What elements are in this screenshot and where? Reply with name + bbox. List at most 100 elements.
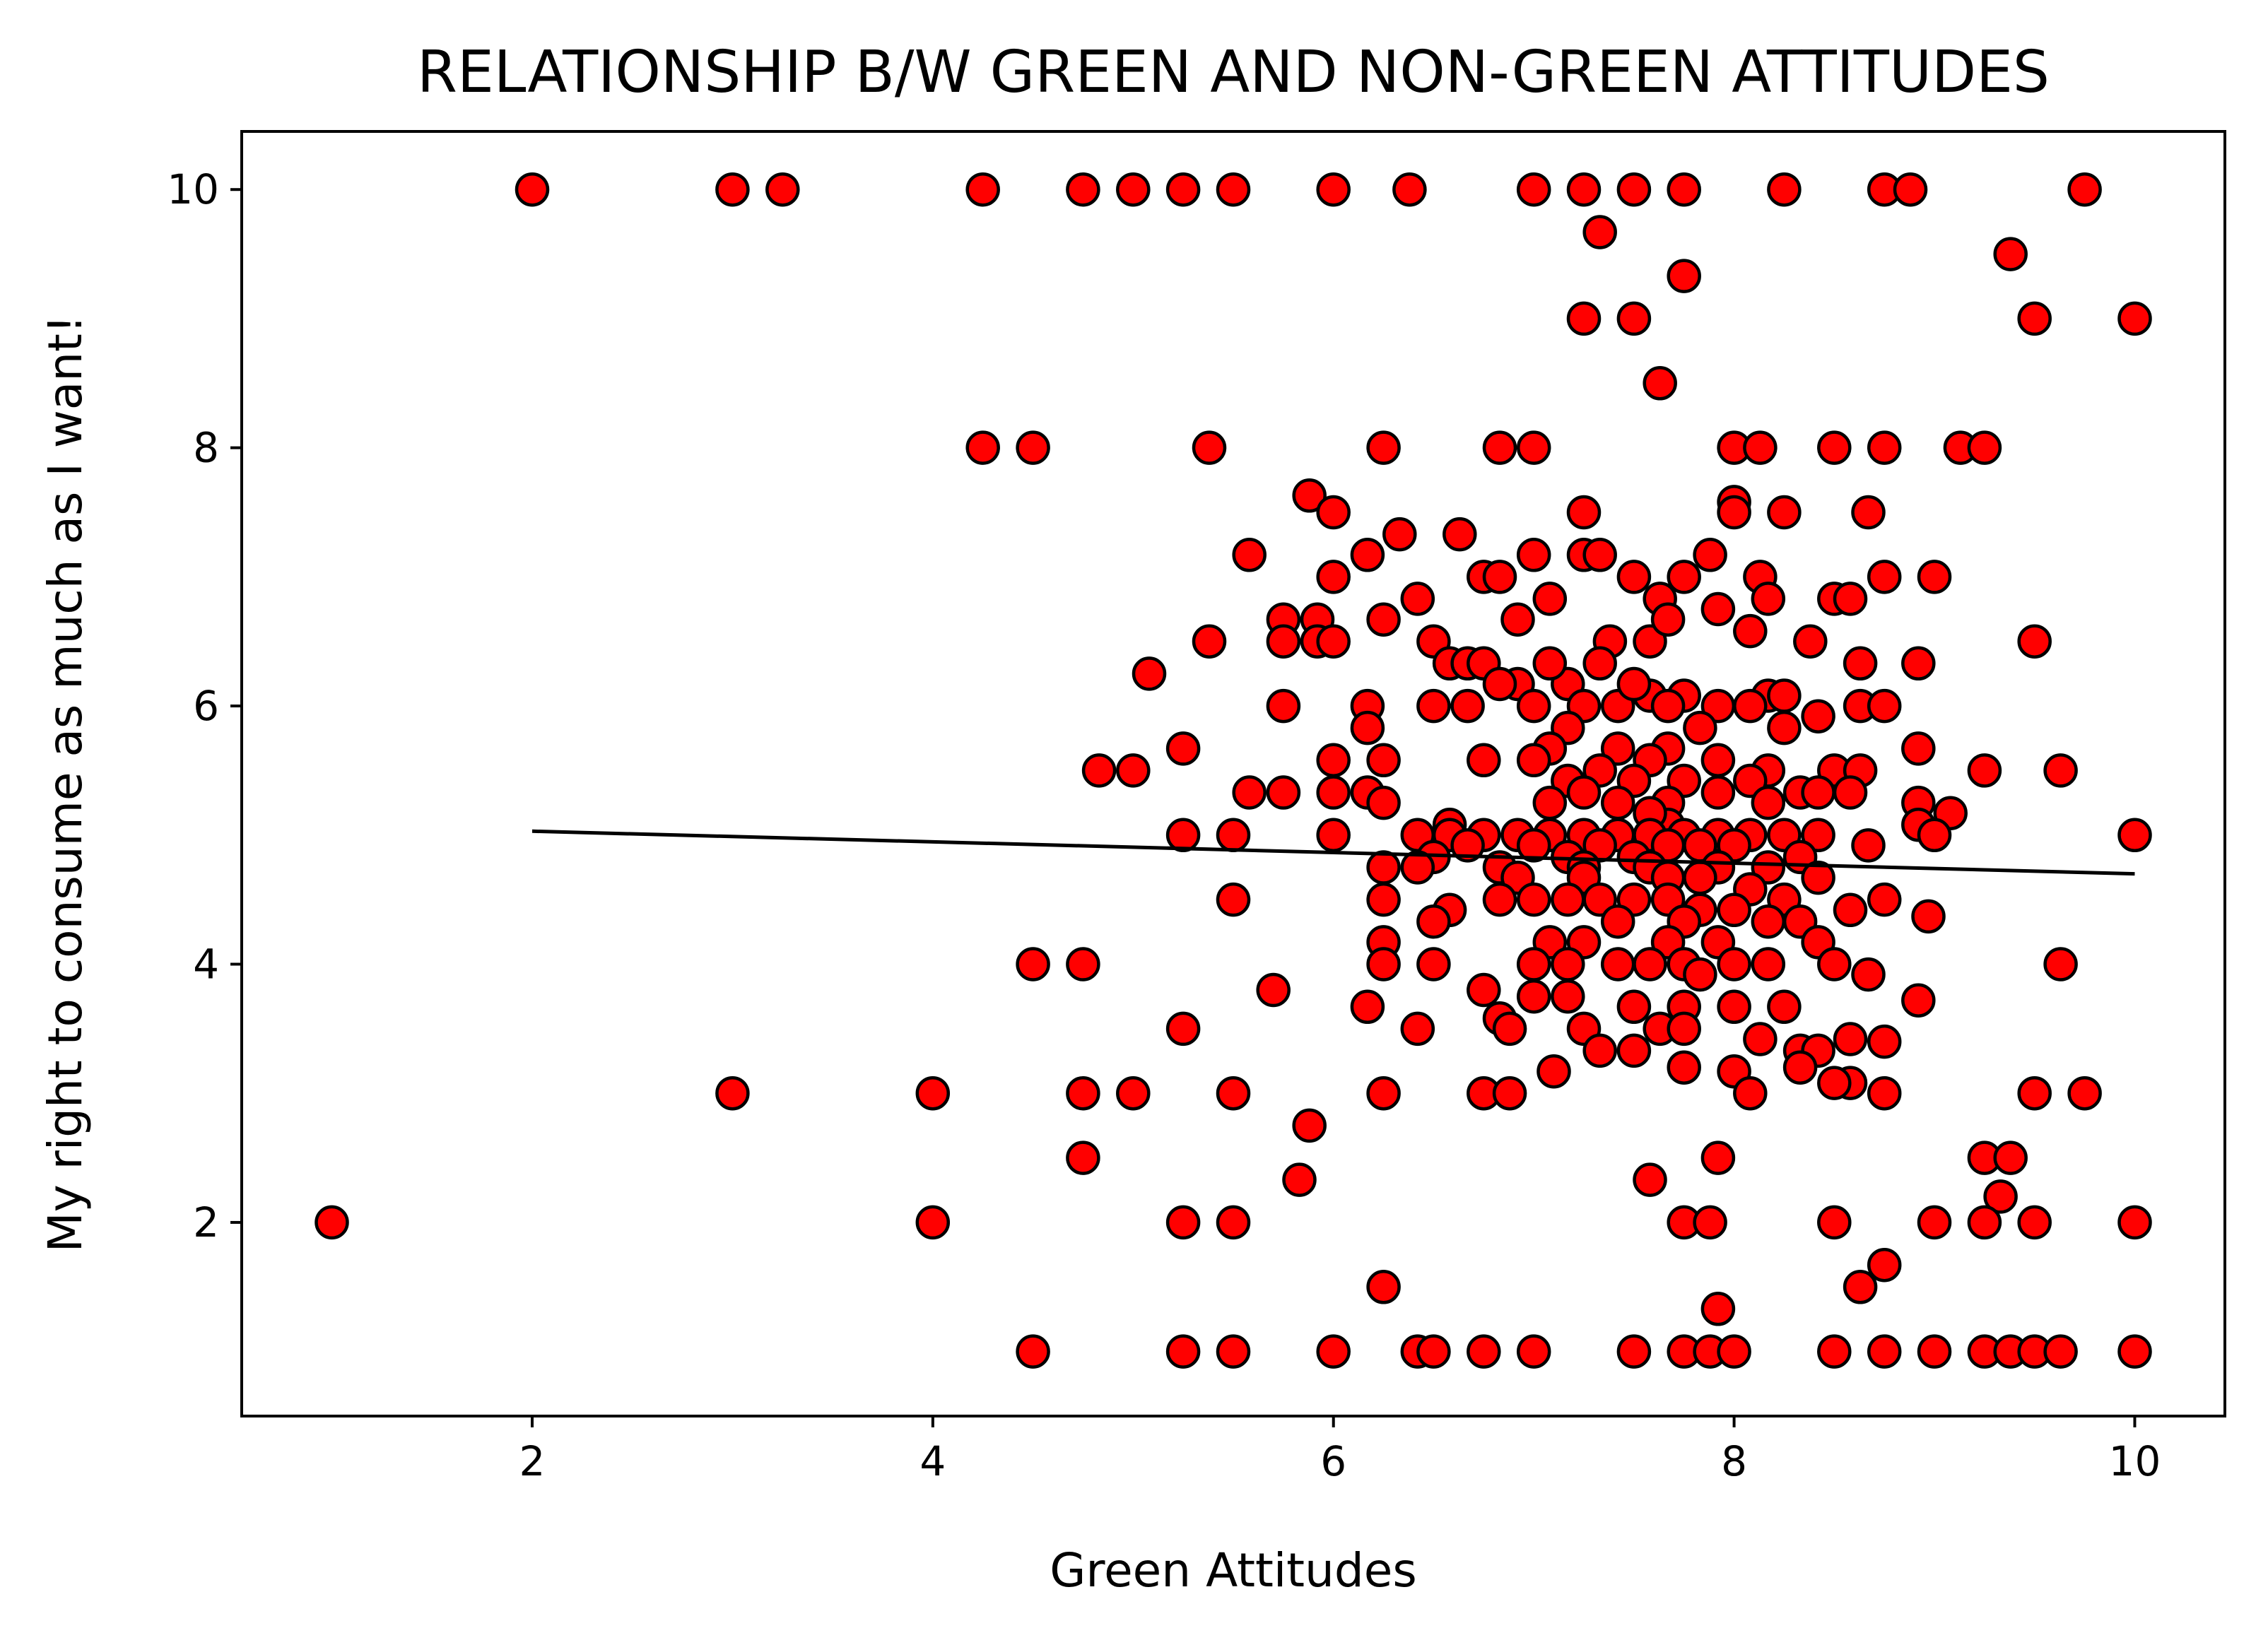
x-tick-label: 2 bbox=[519, 1437, 546, 1485]
data-point bbox=[1350, 538, 1385, 572]
data-point bbox=[1600, 785, 1635, 820]
data-point bbox=[1192, 430, 1227, 465]
data-point bbox=[1667, 259, 1701, 293]
data-point bbox=[1416, 688, 1451, 724]
data-point bbox=[1700, 591, 1736, 627]
data-point bbox=[1492, 1075, 1527, 1111]
data-point bbox=[1532, 646, 1568, 681]
data-point bbox=[1316, 775, 1351, 810]
data-point bbox=[1165, 1011, 1201, 1047]
data-point bbox=[1867, 688, 1902, 724]
data-point bbox=[1767, 678, 1802, 713]
data-point bbox=[1516, 172, 1551, 207]
data-point bbox=[1500, 602, 1535, 637]
data-point bbox=[765, 172, 800, 207]
data-point bbox=[1165, 1205, 1201, 1240]
data-point bbox=[1801, 699, 1835, 733]
data-point bbox=[1717, 892, 1751, 928]
data-point bbox=[915, 1205, 951, 1240]
data-points bbox=[315, 172, 2152, 1369]
data-point bbox=[1350, 710, 1385, 745]
data-point bbox=[1801, 818, 1835, 853]
data-point bbox=[1400, 850, 1435, 885]
data-point bbox=[1316, 495, 1351, 530]
data-point bbox=[1582, 1033, 1617, 1068]
data-point bbox=[1016, 1334, 1050, 1369]
data-point bbox=[1266, 688, 1301, 724]
data-point bbox=[965, 172, 1000, 207]
data-point bbox=[1467, 743, 1501, 778]
data-point bbox=[1851, 495, 1886, 530]
data-point bbox=[1616, 1334, 1652, 1369]
data-point bbox=[1400, 1011, 1435, 1047]
data-point bbox=[1650, 602, 1686, 637]
data-point bbox=[1616, 666, 1652, 702]
data-point bbox=[1867, 1247, 1902, 1283]
data-point bbox=[1867, 560, 1902, 594]
data-point bbox=[1467, 972, 1501, 1008]
data-point bbox=[1316, 818, 1351, 853]
data-point bbox=[1683, 957, 1717, 992]
data-point bbox=[1551, 947, 1585, 981]
data-point bbox=[1993, 237, 2028, 271]
data-point bbox=[1717, 947, 1751, 981]
data-point bbox=[1216, 1205, 1251, 1240]
data-point bbox=[1833, 582, 1868, 616]
data-point bbox=[1817, 1205, 1852, 1240]
data-point bbox=[2117, 1334, 2152, 1369]
data-point bbox=[1867, 1024, 1902, 1059]
data-point bbox=[1867, 430, 1902, 465]
data-point bbox=[1016, 947, 1050, 981]
trend-line bbox=[531, 829, 2135, 876]
data-point bbox=[2067, 1075, 2102, 1111]
x-tick-label: 10 bbox=[2109, 1437, 2161, 1485]
data-point bbox=[1633, 1162, 1667, 1197]
data-point bbox=[1843, 1270, 1878, 1304]
data-point bbox=[1366, 1075, 1401, 1111]
data-point bbox=[1600, 947, 1635, 981]
data-point bbox=[1316, 743, 1351, 778]
data-point bbox=[1165, 172, 1201, 207]
x-tick-label: 4 bbox=[919, 1437, 946, 1485]
data-point bbox=[1893, 172, 1928, 207]
data-point bbox=[1467, 1334, 1501, 1369]
data-point bbox=[1867, 882, 1902, 917]
data-point bbox=[1600, 904, 1635, 939]
data-point bbox=[1683, 710, 1717, 745]
data-point bbox=[515, 172, 550, 207]
data-point bbox=[1700, 743, 1736, 778]
data-point bbox=[2017, 1205, 2052, 1240]
data-point bbox=[1282, 1162, 1317, 1197]
data-point bbox=[1717, 1334, 1751, 1369]
data-point bbox=[1633, 947, 1667, 981]
y-tick-label: 10 bbox=[167, 165, 219, 213]
data-point bbox=[1316, 172, 1351, 207]
data-point bbox=[1392, 172, 1427, 207]
data-point bbox=[1967, 1205, 2002, 1240]
data-point bbox=[1700, 1292, 1736, 1326]
y-tick-label: 4 bbox=[193, 941, 219, 989]
data-point bbox=[1266, 775, 1301, 810]
data-point bbox=[1600, 731, 1635, 766]
data-point bbox=[965, 430, 1000, 465]
data-point bbox=[1917, 1334, 1952, 1369]
data-point bbox=[1366, 882, 1401, 917]
data-point bbox=[1256, 972, 1291, 1008]
data-point bbox=[1616, 172, 1652, 207]
data-point bbox=[1516, 688, 1551, 724]
data-point bbox=[1492, 1011, 1527, 1047]
data-point bbox=[1450, 828, 1485, 863]
data-point bbox=[1016, 430, 1050, 465]
data-point bbox=[1551, 979, 1585, 1014]
y-tick-label: 6 bbox=[193, 682, 219, 730]
data-point bbox=[1366, 850, 1401, 885]
data-point bbox=[1751, 904, 1786, 939]
data-point bbox=[1667, 172, 1701, 207]
data-point bbox=[1733, 1075, 1768, 1111]
y-axis-label: My right to consume as much as I want! bbox=[38, 315, 93, 1253]
data-point bbox=[1516, 1334, 1551, 1369]
data-point bbox=[2017, 1075, 2052, 1111]
x-tick-label: 6 bbox=[1320, 1437, 1346, 1485]
data-point bbox=[1817, 947, 1852, 981]
